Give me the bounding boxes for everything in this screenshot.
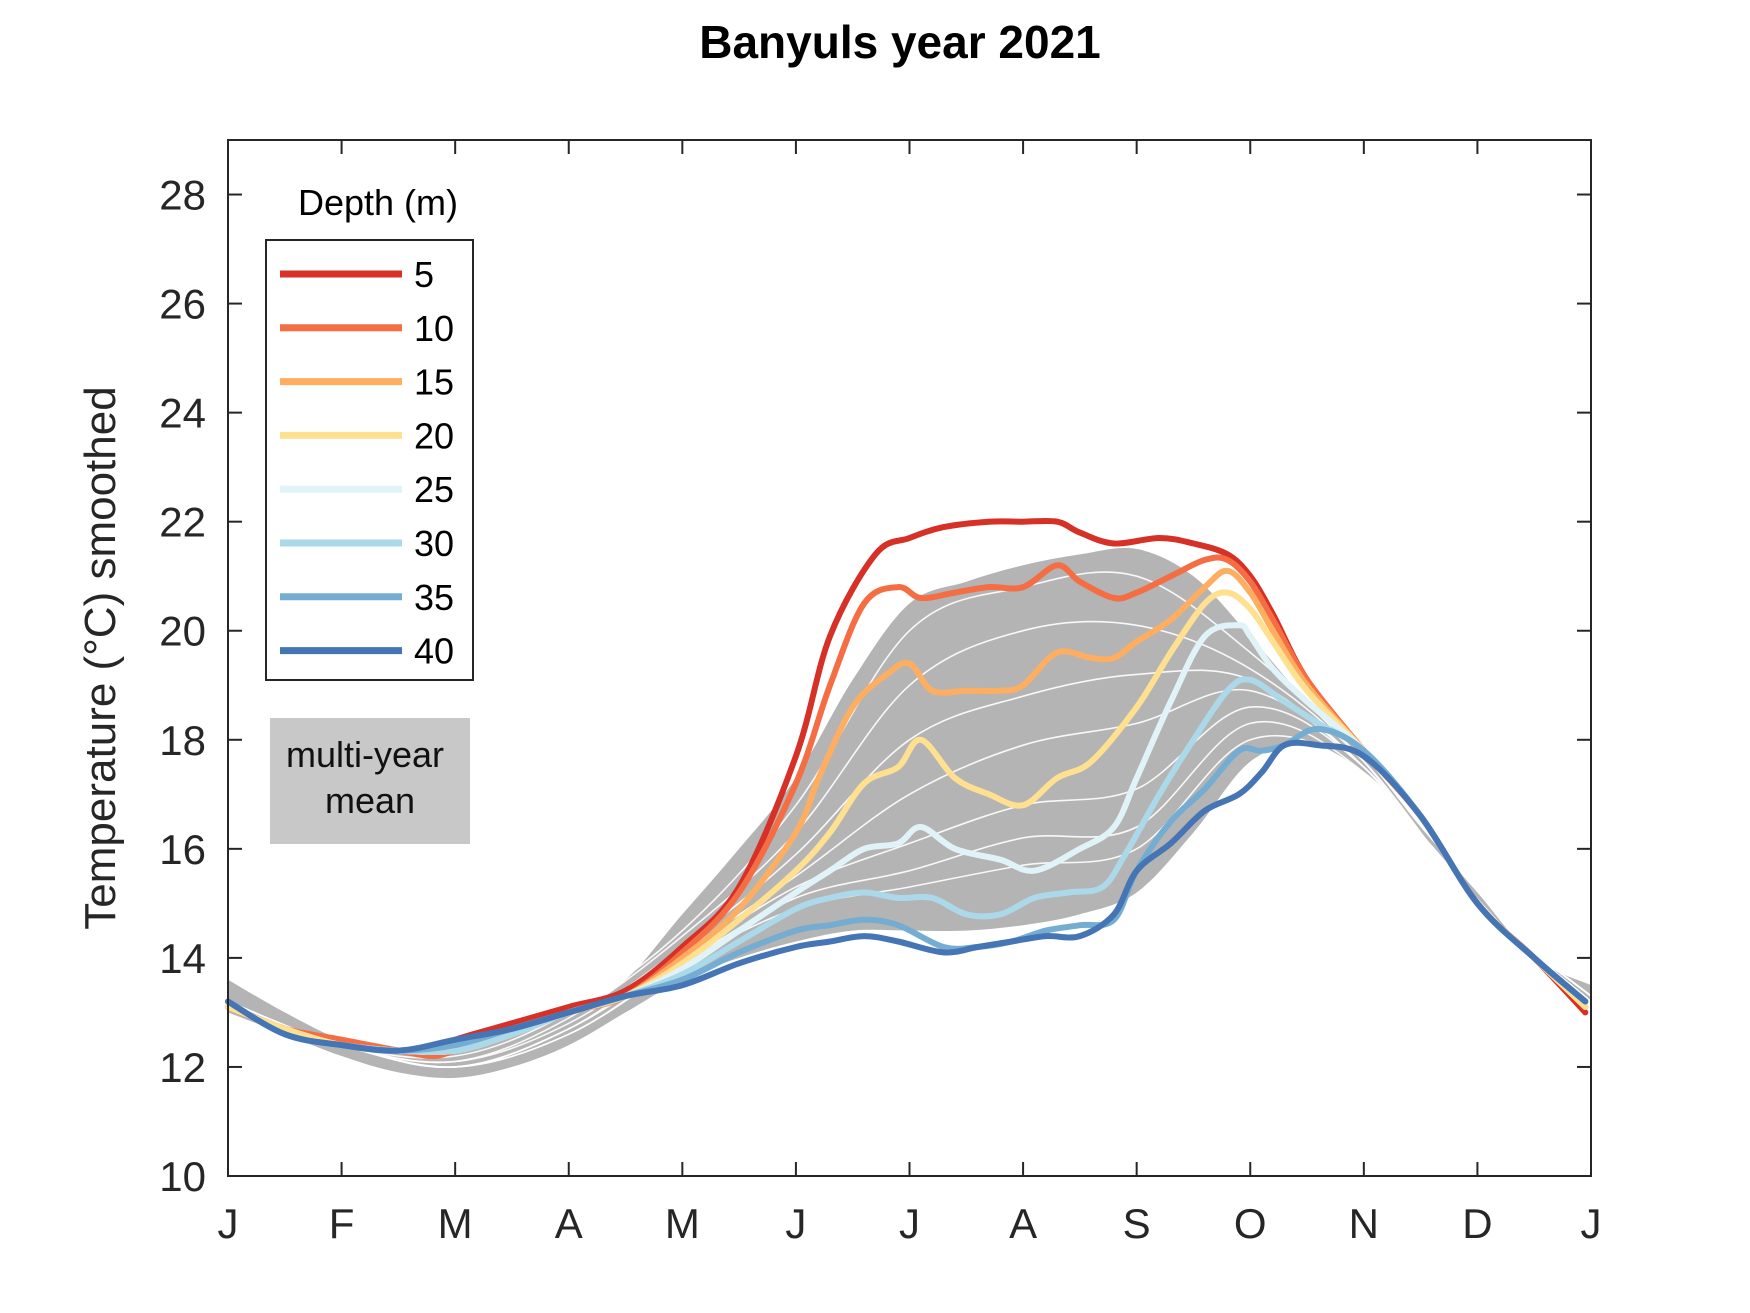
legend-label-30: 30 [414, 523, 454, 564]
y-tick-label: 22 [159, 499, 206, 546]
legend-label-10: 10 [414, 308, 454, 349]
y-tick-label: 28 [159, 172, 206, 219]
x-tick-label: N [1349, 1200, 1379, 1247]
y-tick-label: 14 [159, 935, 206, 982]
series-layer [225, 517, 1589, 1059]
mean-band-legend-swatch [270, 718, 470, 844]
legend-label-40: 40 [414, 631, 454, 672]
x-tick-label: A [555, 1200, 583, 1247]
legend-label-35: 35 [414, 577, 454, 618]
x-tick-label: A [1009, 1200, 1037, 1247]
legend-label-5: 5 [414, 254, 434, 295]
y-tick-label: 12 [159, 1044, 206, 1091]
mean-band-legend-label: multi-year mean [286, 734, 454, 821]
y-tick-label: 16 [159, 826, 206, 873]
x-tick-label: J [218, 1200, 239, 1247]
x-tick-label: J [899, 1200, 920, 1247]
x-tick-label: D [1462, 1200, 1492, 1247]
legend-label-15: 15 [414, 362, 454, 403]
ticks-layer: 10 12 14 16 18 20 22 24 26 28 J F M A M J J A S O N D J [159, 140, 1602, 1247]
y-tick-label: 26 [159, 281, 206, 328]
legend-label-20: 20 [414, 415, 454, 456]
legend: Depth (m) 5 10 15 20 25 30 35 40 [265, 182, 474, 681]
x-tick-label: S [1123, 1200, 1151, 1247]
x-tick-label: O [1234, 1200, 1267, 1247]
y-tick-label: 20 [159, 608, 206, 655]
mean-line-7 [227, 734, 1592, 1068]
x-tick-label: F [329, 1200, 355, 1247]
y-tick-label: 10 [159, 1153, 206, 1200]
x-tick-label: J [1581, 1200, 1602, 1247]
x-tick-label: J [785, 1200, 806, 1247]
mean-band-legend: multi-year mean [270, 718, 470, 844]
mean-band-label-line1: multi-year [286, 734, 444, 775]
series-line-40m [225, 739, 1589, 1054]
legend-title: Depth (m) [298, 182, 458, 223]
y-tick-label: 24 [159, 390, 206, 437]
x-tick-label: M [665, 1200, 700, 1247]
chart-title: Banyuls year 2021 [699, 16, 1101, 68]
x-tick-label: M [438, 1200, 473, 1247]
legend-items: 5 10 15 20 25 30 35 40 [280, 254, 454, 672]
y-tick-label: 18 [159, 717, 206, 764]
legend-label-25: 25 [414, 469, 454, 510]
y-axis-label: Temperature (°C) smoothed [76, 386, 125, 929]
legend-box [265, 239, 474, 681]
mean-lines-layer [227, 571, 1592, 1069]
mean-band-label-line2: mean [325, 780, 415, 821]
